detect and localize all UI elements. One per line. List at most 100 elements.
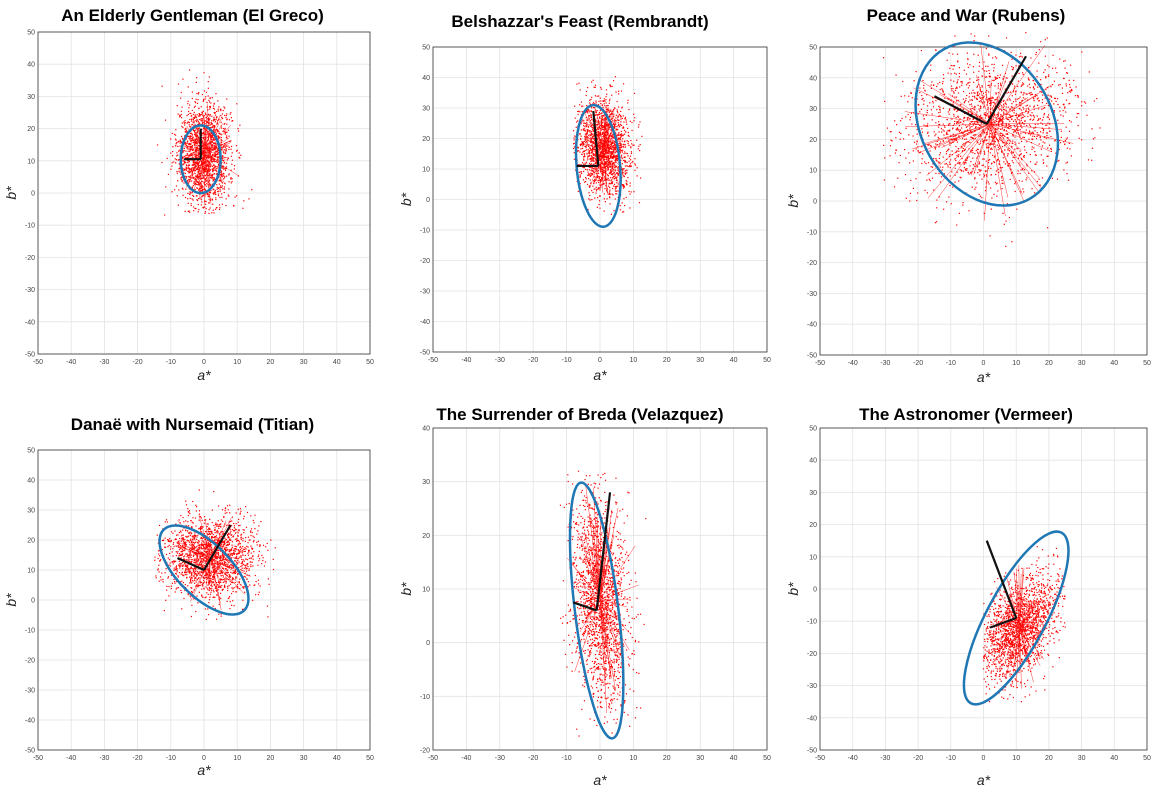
data-point [581, 162, 584, 164]
data-point [197, 153, 200, 155]
data-point [991, 99, 993, 101]
data-point [1013, 154, 1016, 156]
data-point [598, 177, 600, 180]
data-point [904, 95, 906, 97]
data-point [998, 105, 1000, 107]
data-point [606, 164, 608, 167]
data-point [226, 137, 228, 139]
data-point [1011, 95, 1013, 97]
data-point [1005, 110, 1007, 112]
data-point [213, 118, 215, 120]
data-point [208, 122, 210, 125]
data-point [621, 154, 623, 156]
x-tick-label: 50 [366, 359, 374, 366]
data-point [194, 146, 196, 148]
data-point [599, 159, 601, 161]
data-point [196, 127, 198, 129]
data-point [1018, 119, 1021, 121]
data-point [198, 163, 200, 165]
chart-panel-el-greco: An Elderly Gentleman (El Greco) -50 -40 -3… [0, 0, 385, 393]
data-point [211, 120, 213, 122]
data-point [188, 121, 190, 123]
data-point [213, 164, 215, 166]
data-point [214, 146, 216, 148]
data-point [626, 161, 628, 164]
data-point [590, 173, 592, 175]
data-point [1033, 171, 1036, 173]
data-point [598, 164, 601, 166]
data-point [582, 166, 584, 168]
data-point [994, 76, 996, 78]
data-point [591, 156, 593, 158]
data-point [988, 84, 990, 86]
y-tick-label: -50 [420, 350, 430, 357]
data-point [183, 135, 186, 137]
data-point [591, 150, 593, 152]
data-point [614, 198, 616, 200]
data-point [976, 164, 978, 167]
data-point [202, 115, 204, 117]
data-point [180, 135, 183, 138]
data-point [600, 119, 602, 121]
data-point [197, 165, 199, 167]
data-point [1007, 165, 1009, 167]
data-point [610, 144, 613, 146]
data-point [207, 165, 210, 167]
streak-line [203, 118, 222, 155]
data-point [612, 187, 614, 190]
data-point [984, 166, 986, 168]
data-point [172, 146, 174, 148]
data-point [217, 156, 219, 158]
data-point [590, 141, 592, 144]
data-point [934, 147, 936, 149]
data-point [976, 140, 978, 142]
streak-line [603, 147, 613, 168]
data-point [584, 140, 586, 142]
data-point [1047, 64, 1049, 66]
data-point [1030, 132, 1032, 134]
data-point [1007, 99, 1009, 101]
data-point [592, 79, 594, 81]
data-point [957, 61, 959, 63]
data-point [224, 129, 226, 131]
data-point [935, 146, 937, 148]
data-point [224, 169, 227, 172]
data-point [996, 77, 998, 79]
data-point [991, 136, 993, 138]
data-point [215, 117, 218, 119]
data-point [189, 211, 191, 213]
data-point [179, 145, 181, 147]
data-point [957, 115, 959, 117]
data-point [1033, 100, 1035, 102]
data-point [204, 141, 206, 143]
data-point [994, 181, 997, 183]
data-point [604, 158, 606, 161]
data-point [209, 185, 211, 187]
data-point [589, 194, 591, 197]
data-point [202, 110, 205, 112]
data-point [936, 199, 938, 201]
data-point [614, 127, 616, 129]
data-point [183, 182, 185, 184]
data-point [979, 169, 981, 171]
data-point [610, 129, 612, 131]
data-point [161, 161, 163, 164]
data-point [177, 154, 179, 156]
data-point [221, 185, 224, 187]
data-point [171, 132, 173, 135]
data-point [1020, 105, 1022, 107]
data-point [984, 114, 986, 116]
data-point [586, 140, 588, 143]
data-point [950, 203, 952, 205]
data-point [610, 157, 612, 159]
data-point [980, 150, 982, 153]
data-point [622, 127, 624, 129]
data-point [224, 131, 227, 133]
data-point [613, 143, 616, 145]
data-point [1022, 106, 1024, 108]
streak-line [589, 147, 604, 187]
data-point [936, 207, 938, 209]
data-point [185, 169, 187, 171]
data-point [623, 184, 625, 186]
data-point [967, 133, 969, 135]
